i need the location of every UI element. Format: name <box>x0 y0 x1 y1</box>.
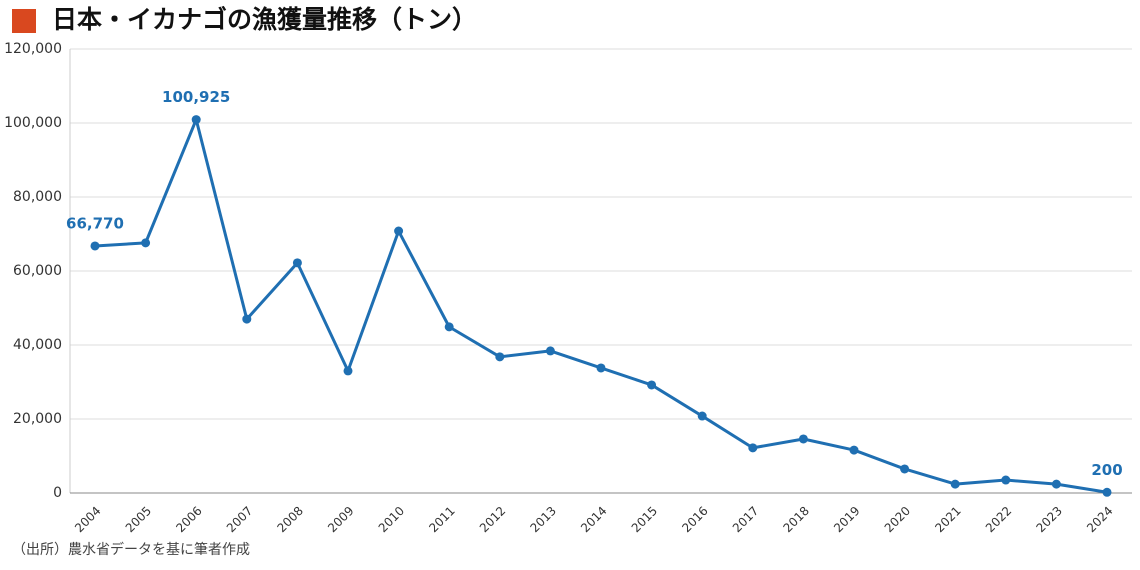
x-tick-label: 2020 <box>882 504 913 535</box>
value-label: 66,770 <box>66 214 124 232</box>
x-tick-label: 2006 <box>173 504 204 535</box>
value-label: 200 <box>1091 461 1122 479</box>
chart-title: 日本・イカナゴの漁獲量推移（トン） <box>52 5 477 34</box>
x-tick-label: 2007 <box>224 504 255 535</box>
x-tick-label: 2011 <box>426 504 457 535</box>
y-tick-label: 60,000 <box>13 263 62 279</box>
point <box>545 346 555 356</box>
point <box>292 258 302 268</box>
point <box>900 464 910 474</box>
point <box>1001 475 1011 485</box>
x-tick-label: 2023 <box>1033 504 1064 535</box>
point <box>849 445 859 455</box>
point <box>242 314 252 324</box>
x-tick-label: 2021 <box>932 504 963 535</box>
point <box>1102 487 1112 497</box>
x-tick-label: 2016 <box>679 504 710 535</box>
point <box>798 434 808 444</box>
point <box>191 115 201 125</box>
y-tick-label: 100,000 <box>4 115 62 131</box>
point <box>748 443 758 453</box>
x-tick-label: 2013 <box>527 504 558 535</box>
point <box>444 322 454 332</box>
x-tick-label: 2015 <box>629 504 660 535</box>
y-tick-label: 80,000 <box>13 189 62 205</box>
point <box>394 226 404 236</box>
title-marker <box>12 9 36 33</box>
x-tick-label: 2008 <box>274 504 305 535</box>
x-tick-label: 2010 <box>376 504 407 535</box>
x-tick-label: 2004 <box>72 504 103 535</box>
y-tick-label: 0 <box>53 485 62 501</box>
y-tick-label: 120,000 <box>4 41 62 57</box>
source-note: （出所）農水省データを基に筆者作成 <box>12 541 250 558</box>
point <box>141 238 151 248</box>
x-tick-label: 2005 <box>123 504 154 535</box>
x-tick-label: 2018 <box>780 504 811 535</box>
point <box>90 241 100 251</box>
point <box>596 363 606 373</box>
x-tick-label: 2022 <box>983 504 1014 535</box>
point <box>1051 479 1061 489</box>
x-tick-label: 2014 <box>578 504 609 535</box>
point <box>343 366 353 376</box>
y-tick-label: 40,000 <box>13 337 62 353</box>
point <box>950 479 960 489</box>
point <box>697 411 707 421</box>
x-tick-label: 2012 <box>477 504 508 535</box>
x-tick-label: 2019 <box>831 504 862 535</box>
point <box>647 380 657 390</box>
x-tick-label: 2024 <box>1084 504 1115 535</box>
x-tick-label: 2009 <box>325 504 356 535</box>
line <box>94 118 1108 494</box>
point <box>495 352 505 362</box>
value-label: 100,925 <box>162 88 230 106</box>
x-tick-label: 2017 <box>730 504 761 535</box>
y-tick-label: 20,000 <box>13 411 62 427</box>
